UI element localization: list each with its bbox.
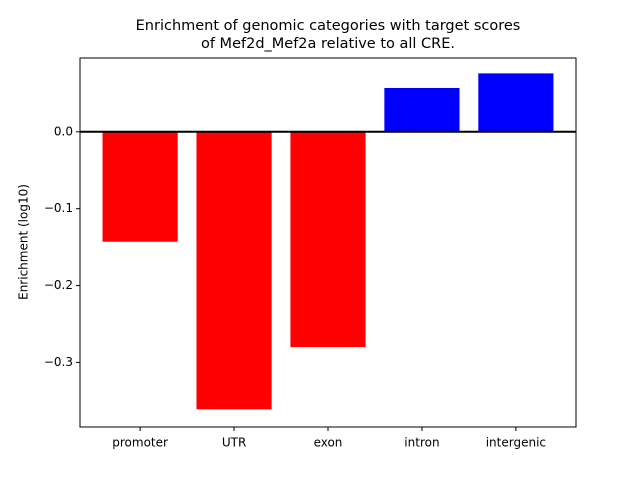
chart-title: of Mef2d_Mef2a relative to all CRE.: [201, 36, 455, 52]
bar: [478, 73, 554, 132]
bar: [384, 87, 460, 132]
y-axis-label: Enrichment (log10): [17, 184, 31, 300]
x-tick-label: UTR: [222, 436, 246, 450]
y-tick-label: 0.0: [54, 124, 73, 138]
chart-title: Enrichment of genomic categories with ta…: [136, 18, 521, 34]
y-tick-label: −0.3: [44, 355, 73, 369]
y-tick-label: −0.1: [44, 201, 73, 215]
x-tick-label: promoter: [112, 436, 168, 450]
y-tick-label: −0.2: [44, 278, 73, 292]
x-tick-label: intergenic: [486, 436, 546, 450]
x-tick-label: intron: [404, 436, 439, 450]
bar: [196, 131, 272, 410]
bar: [102, 131, 178, 242]
x-tick-label: exon: [314, 436, 343, 450]
bar: [290, 131, 366, 348]
plot-frame: [79, 57, 577, 428]
